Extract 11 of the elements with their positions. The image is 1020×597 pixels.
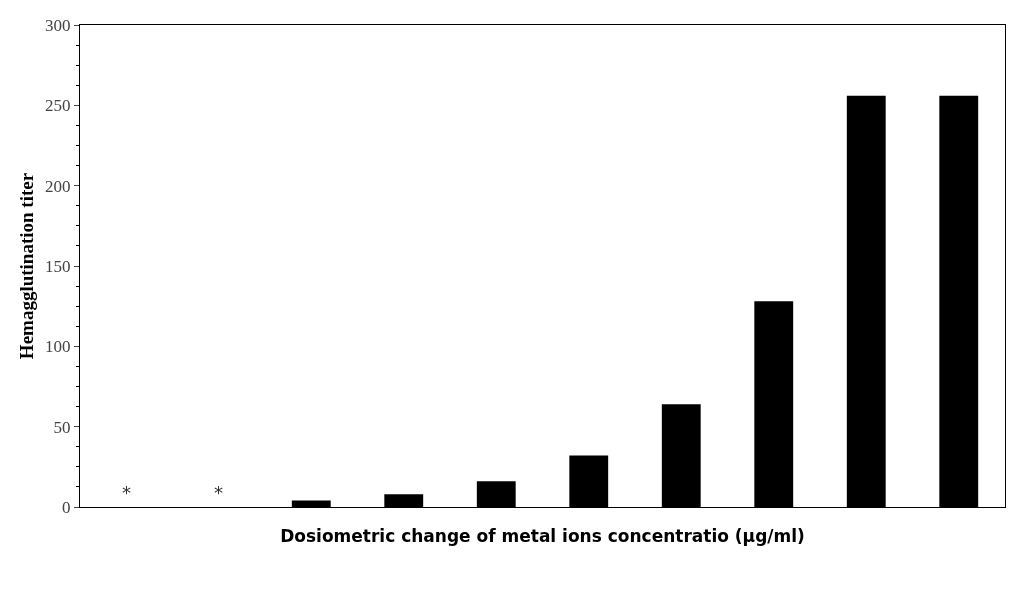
y-tick-label: 50: [53, 417, 71, 437]
y-tick-label: 100: [45, 337, 71, 357]
y-tick-label: 0: [62, 497, 71, 517]
annotation: *: [214, 482, 223, 503]
annotation: *: [122, 482, 131, 503]
y-axis-title: Hemagglutination titer: [15, 172, 37, 360]
x-axis-title: Dosiometric change of metal ions concentratio (µg/ml): [280, 525, 805, 546]
y-tick-label: 200: [45, 176, 71, 196]
y-tick-label: 150: [45, 256, 71, 276]
y-tick-label: 300: [45, 15, 71, 35]
y-tick-label: 250: [45, 96, 71, 116]
